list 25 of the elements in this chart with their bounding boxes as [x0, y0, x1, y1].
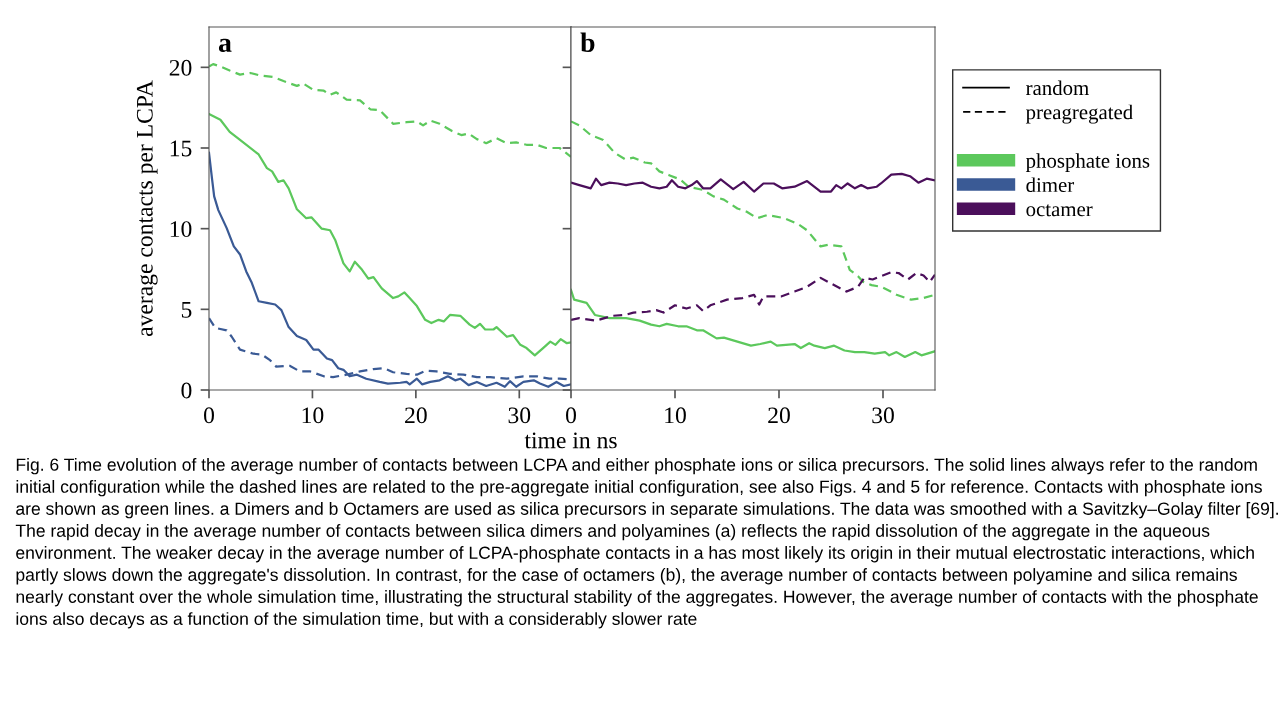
- x-tick-label: 30: [872, 407, 894, 424]
- y-tick-label: 0: [181, 382, 192, 399]
- text: random: [1026, 80, 1089, 96]
- y-tick-label: 15: [170, 140, 192, 157]
- line-series: [209, 113, 571, 357]
- text: preagregated: [1025, 104, 1133, 124]
- x-axis-title: time in ns: [524, 432, 617, 449]
- x-tick-label: 20: [768, 407, 790, 424]
- x-tick-label: 30: [508, 407, 531, 424]
- line-series: [209, 63, 571, 158]
- x-tick-label: 20: [405, 407, 427, 424]
- legend-label: octamer: [1026, 204, 1093, 217]
- legend-label: dimer: [1026, 177, 1075, 193]
- y-tick-label: 10: [170, 221, 192, 238]
- x-tick-label: 10: [302, 407, 324, 424]
- x-tick-label: 0: [204, 407, 214, 424]
- y-axis-title: average contacts per LCPA: [136, 80, 158, 337]
- chart-title: b: [580, 32, 595, 52]
- chart-title: a: [218, 38, 232, 52]
- legend-label: phosphate ions: [1025, 153, 1150, 173]
- x-tick-label: 0: [566, 407, 576, 424]
- caption: Fig. 6 Time evolution of the average number of contacts between LCPA and either phosphate ions or silica precursors. The solid lines always refer to the random initial configuration while the dashed lines are related to the pre-aggregate initial configuration, see also Figs. 4 and 5 for reference. Contacts with phosphate ions are shown as green lines. a Dimers and b Octamers are used as silica precursors in separate simulations. The data was smoothed with a Savitzky–Golay filter [69]. The rapid decay in the average number of contacts between silica dimers and polyamines (a) reflects the rapid dissolution of the aggregate in the aqueous environment. The weaker decay in the average number of LCPA-phosphate contacts in a has most likely its origin in their mutual electrostatic interactions, which partly slows down the aggregate's dissolution. In contrast, for the case of octamers (b), the average number of contacts between polyamine and silica remains nearly constant over the whole simulation time, illustrating the structural stability of the aggregates. However, the average number of contacts with the phosphate ions also decays as a function of the simulation time, but with a considerably slower rate: [15, 458, 1278, 629]
- y-tick-label: 20: [169, 59, 192, 76]
- x-tick-label: 10: [665, 407, 686, 424]
- y-tick-label: 5: [181, 302, 192, 318]
